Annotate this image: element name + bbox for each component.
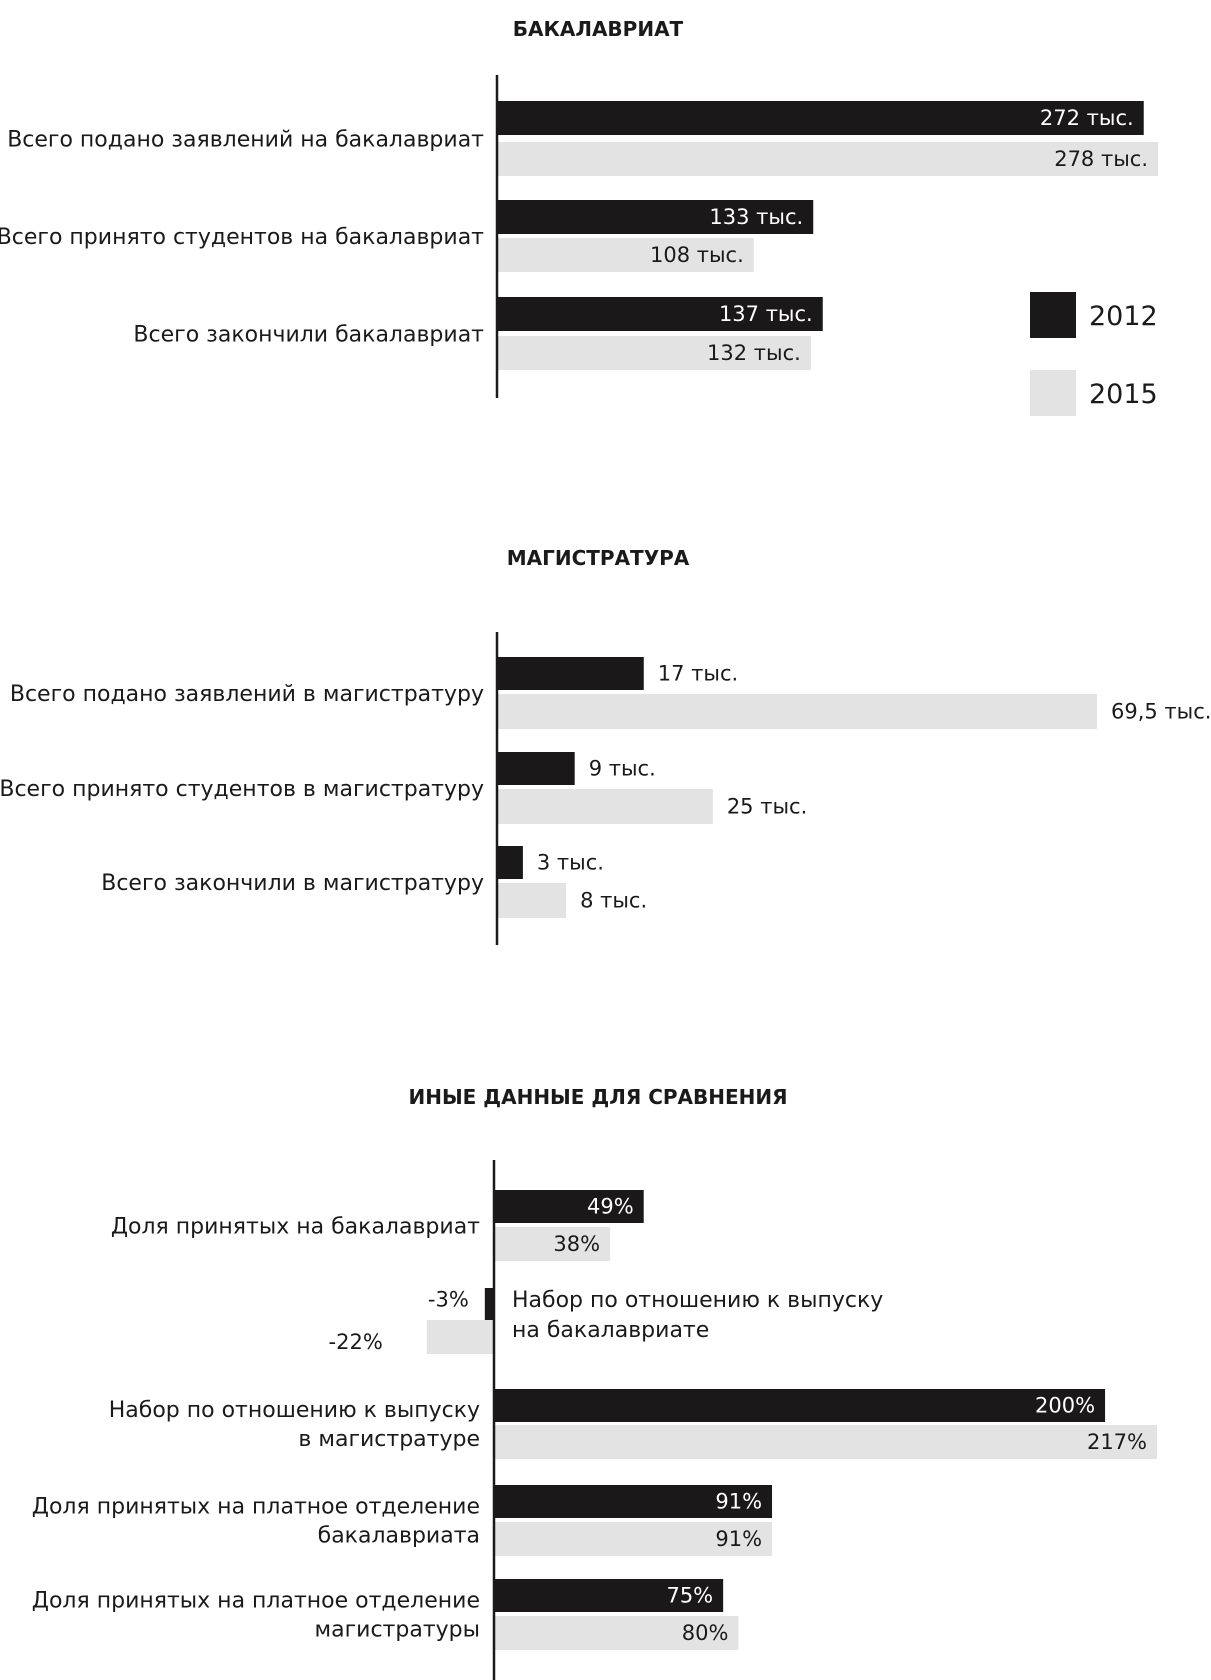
category-label: Всего принято студентов на бакалавриат <box>0 225 484 250</box>
legend-label: 2012 <box>1089 301 1158 332</box>
bar <box>494 1485 773 1518</box>
data-label: 272 тыс. <box>1040 106 1134 130</box>
data-label: 38% <box>553 1232 600 1256</box>
chart-title: ИНЫЕ ДАННЫЕ ДЛЯ СРАВНЕНИЯ <box>408 1085 787 1109</box>
bar <box>497 789 713 824</box>
data-label: 75% <box>666 1584 713 1608</box>
category-label: бакалавриата <box>318 1524 480 1549</box>
bar <box>497 297 823 331</box>
category-label: Доля принятых на бакалавриат <box>111 1215 480 1240</box>
bar <box>497 200 814 234</box>
bar <box>497 657 644 690</box>
data-label: -22% <box>329 1330 383 1354</box>
category-label: на бакалавриате <box>512 1318 709 1343</box>
data-label: 25 тыс. <box>727 795 807 819</box>
category-label: Всего подано заявлений в магистратуру <box>10 682 484 707</box>
data-label: 217% <box>1087 1430 1147 1454</box>
legend-swatch <box>1030 292 1076 338</box>
bar <box>497 238 754 272</box>
bar <box>494 1522 773 1556</box>
data-label: 200% <box>1035 1394 1095 1418</box>
category-label: Всего подано заявлений на бакалавриат <box>7 128 484 153</box>
category-label: Всего принято студентов в магистратуру <box>0 777 484 802</box>
category-label: магистратуры <box>315 1618 480 1643</box>
data-label: 9 тыс. <box>589 757 656 781</box>
bar <box>426 1320 494 1354</box>
data-label: 49% <box>587 1195 634 1219</box>
data-label: 278 тыс. <box>1054 147 1148 171</box>
data-label: 91% <box>715 1490 762 1514</box>
bar <box>497 142 1158 176</box>
legend-swatch <box>1030 370 1076 416</box>
data-label: 80% <box>682 1621 729 1645</box>
bar <box>494 1190 644 1223</box>
data-label: 91% <box>715 1527 762 1551</box>
data-label: 137 тыс. <box>719 302 813 326</box>
bar <box>497 846 523 879</box>
bar <box>494 1389 1106 1422</box>
data-label: 132 тыс. <box>707 341 801 365</box>
category-label: Набор по отношению к выпуску <box>109 1398 480 1423</box>
category-label: Доля принятых на платное отделение <box>32 1495 480 1520</box>
category-label: в магистратуре <box>298 1427 480 1452</box>
data-label: 69,5 тыс. <box>1111 700 1211 724</box>
data-label: 17 тыс. <box>658 662 738 686</box>
bar <box>497 101 1144 135</box>
data-label: 8 тыс. <box>580 889 647 913</box>
bar <box>497 883 567 918</box>
category-label: Доля принятых на платное отделение <box>32 1589 480 1614</box>
bar <box>494 1579 724 1612</box>
data-label: 133 тыс. <box>709 205 803 229</box>
category-label: Всего закончили бакалавриат <box>133 323 484 348</box>
category-label: Набор по отношению к выпуску <box>512 1288 883 1313</box>
bar <box>497 336 811 370</box>
bar <box>497 694 1097 729</box>
bar <box>494 1616 739 1650</box>
legend-label: 2015 <box>1089 379 1158 410</box>
bar <box>494 1425 1157 1459</box>
bar <box>484 1288 494 1321</box>
chart-title: МАГИСТРАТУРА <box>507 546 690 570</box>
data-label: -3% <box>428 1288 469 1312</box>
data-label: 3 тыс. <box>537 851 604 875</box>
chart-title: БАКАЛАВРИАТ <box>513 17 684 41</box>
bar <box>494 1227 611 1261</box>
bar <box>497 752 575 785</box>
category-label: Всего закончили в магистратуру <box>101 871 484 896</box>
data-label: 108 тыс. <box>650 243 744 267</box>
